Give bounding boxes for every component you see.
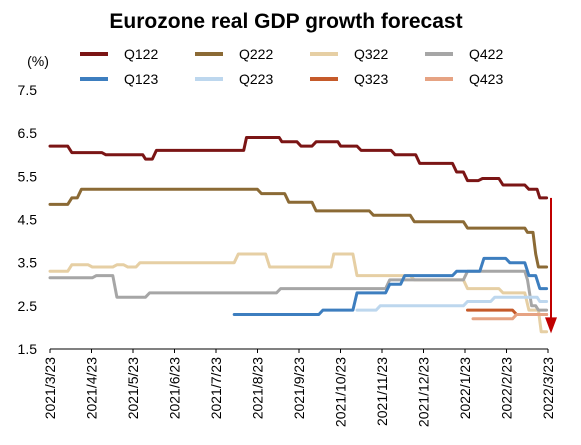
x-tick-label: 2021/12/23 bbox=[416, 357, 432, 427]
legend-label-q223: Q223 bbox=[239, 71, 273, 87]
x-tick-label: 2022/2/23 bbox=[499, 357, 515, 419]
x-tick-label: 2021/9/23 bbox=[291, 357, 307, 419]
x-tick-label: 2021/10/23 bbox=[333, 357, 349, 427]
series-lines bbox=[48, 136, 549, 334]
series-line-q222 bbox=[48, 187, 549, 269]
legend-label-q422: Q422 bbox=[469, 46, 503, 62]
y-tick-label: 7.5 bbox=[18, 82, 38, 98]
x-tick-label: 2021/3/23 bbox=[42, 357, 58, 419]
series-line-q223 bbox=[355, 295, 549, 312]
legend: Q122 Q222 Q322 Q422 Q123 Q223 Q323 Q423 bbox=[80, 46, 503, 87]
x-tick-label: 2021/4/23 bbox=[84, 357, 100, 419]
y-tick-label: 4.5 bbox=[18, 212, 38, 228]
legend-label-q322: Q322 bbox=[354, 46, 388, 62]
series-line-q123 bbox=[232, 256, 549, 316]
series-line-q422 bbox=[48, 269, 549, 312]
x-tick-label: 2021/8/23 bbox=[250, 357, 266, 419]
series-line-q423 bbox=[471, 313, 549, 321]
x-tick-label: 2021/7/23 bbox=[208, 357, 224, 419]
legend-label-q123: Q123 bbox=[124, 71, 158, 87]
y-tick-label: 6.5 bbox=[18, 125, 38, 141]
x-tick-label: 2021/11/23 bbox=[374, 357, 390, 426]
chart-title: Eurozone real GDP growth forecast bbox=[109, 10, 462, 33]
arrow-head bbox=[545, 317, 557, 334]
y-axis-ticks: 7.5 6.5 5.5 4.5 3.5 2.5 1.5 bbox=[18, 82, 38, 357]
legend-label-q222: Q222 bbox=[239, 46, 273, 62]
legend-label-q423: Q423 bbox=[469, 71, 503, 87]
x-tick-label: 2021/6/23 bbox=[167, 357, 183, 419]
x-tick-label: 2022/3/23 bbox=[540, 357, 556, 419]
y-tick-label: 3.5 bbox=[18, 255, 38, 271]
forecast-revision-arrow bbox=[545, 197, 557, 334]
legend-label-q122: Q122 bbox=[124, 46, 158, 62]
y-tick-label: 2.5 bbox=[18, 298, 38, 314]
series-line-q322 bbox=[48, 252, 549, 334]
y-tick-label: 1.5 bbox=[18, 341, 38, 357]
series-line-q122 bbox=[48, 136, 549, 200]
y-tick-label: 5.5 bbox=[18, 168, 38, 184]
x-axis-ticks: 2021/3/23 2021/4/23 2021/5/23 2021/6/23 2021… bbox=[42, 349, 556, 427]
legend-label-q323: Q323 bbox=[354, 71, 388, 87]
x-tick-label: 2022/1/23 bbox=[457, 357, 473, 419]
unit-label: (%) bbox=[27, 53, 49, 69]
x-tick-label: 2021/5/23 bbox=[125, 357, 141, 419]
